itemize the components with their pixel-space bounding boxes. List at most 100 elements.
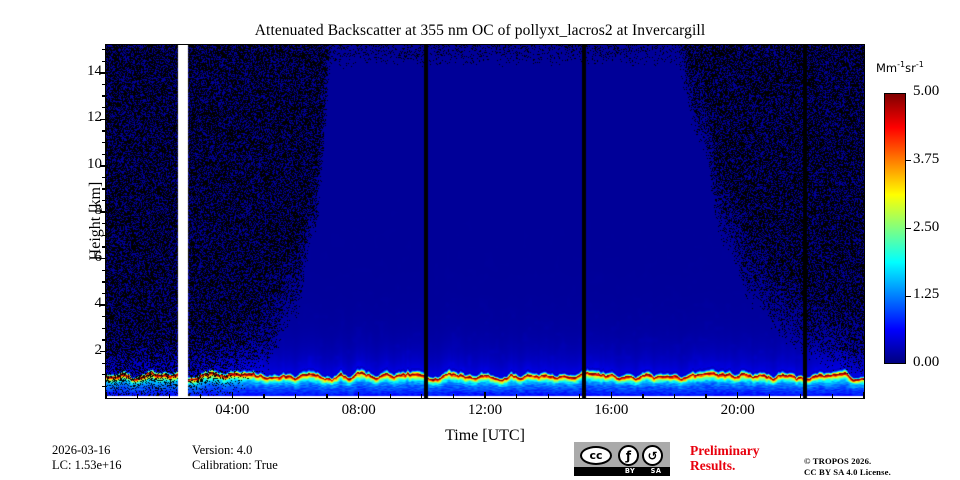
y-tick-minor bbox=[102, 246, 107, 248]
axis-spine-right bbox=[864, 45, 866, 398]
y-axis-label: Height [km] bbox=[87, 181, 104, 261]
x-tick-minor bbox=[452, 394, 455, 399]
cc-sub-sa-label: SA bbox=[642, 467, 670, 476]
x-tick-minor bbox=[389, 394, 391, 399]
x-tick-minor bbox=[642, 394, 644, 399]
footer-date: 2026-03-16 bbox=[52, 443, 111, 457]
copyright-line-1: © TROPOS 2026. bbox=[804, 456, 872, 466]
y-tick-label: 14 bbox=[87, 62, 102, 79]
y-tick-minor bbox=[102, 176, 107, 179]
y-tick-label: 6 bbox=[94, 248, 103, 265]
page-title: Attenuated Backscatter at 355 nm OC of p… bbox=[254, 22, 706, 39]
footer-lidar-const: LC: 1.53e+16 bbox=[52, 458, 122, 472]
y-tick-label: 10 bbox=[87, 155, 102, 172]
colorbar-tick-label: 3.75 bbox=[913, 150, 940, 167]
preliminary-line-1: Preliminary bbox=[690, 443, 760, 458]
cc-sub-by-label: BY bbox=[618, 467, 642, 476]
x-tick-label: 04:00 bbox=[215, 402, 250, 418]
cc-sa-icon: ↺ bbox=[642, 445, 663, 466]
x-tick-minor bbox=[200, 394, 202, 399]
y-tick-minor bbox=[102, 141, 107, 144]
y-tick-major bbox=[100, 257, 107, 260]
x-tick-minor bbox=[705, 394, 707, 399]
y-tick-major bbox=[100, 350, 107, 353]
colorbar-gradient bbox=[884, 93, 906, 364]
x-tick-minor bbox=[768, 394, 770, 399]
y-tick-minor bbox=[102, 234, 107, 237]
x-tick-minor bbox=[326, 394, 328, 399]
footer-version: Version: 4.0 bbox=[192, 443, 253, 457]
y-tick-minor bbox=[102, 281, 107, 283]
x-tick-major bbox=[610, 392, 613, 399]
colorbar-tick bbox=[906, 227, 911, 230]
y-tick-minor bbox=[102, 385, 107, 388]
y-tick-minor bbox=[102, 107, 107, 109]
x-tick-label: 20:00 bbox=[720, 402, 755, 418]
axis-spine-left bbox=[105, 45, 107, 398]
x-tick-minor bbox=[421, 394, 423, 399]
x-tick-major bbox=[484, 392, 486, 399]
y-tick-label: 8 bbox=[94, 202, 103, 219]
x-tick-minor bbox=[168, 394, 170, 399]
colorbar-unit-label: Mm-1sr-1 bbox=[876, 60, 924, 75]
y-tick-minor bbox=[102, 362, 107, 364]
y-tick-label: 12 bbox=[87, 109, 102, 126]
colorbar-tick-label: 1.25 bbox=[913, 286, 940, 303]
x-tick-label: 16:00 bbox=[594, 402, 629, 418]
x-tick-minor bbox=[800, 394, 802, 399]
x-tick-major bbox=[736, 392, 739, 399]
plot-axes: 2 4 6 8 10 12 14 04:00 08:00 12:00 16:00 20:00 Hei… bbox=[87, 44, 866, 444]
colorbar-tick bbox=[906, 295, 911, 297]
y-tick-minor bbox=[102, 95, 107, 97]
copyright-line-2: CC BY SA 4.0 License. bbox=[804, 466, 891, 477]
cc-logo-icon: cc bbox=[580, 446, 612, 465]
cc-badge-icons: cc ƒ ↺ bbox=[574, 442, 670, 467]
x-tick-minor bbox=[673, 394, 676, 399]
x-tick-label: 12:00 bbox=[467, 402, 503, 418]
y-tick-major bbox=[100, 118, 107, 121]
x-tick-minor bbox=[831, 394, 834, 399]
y-tick-major bbox=[100, 304, 107, 306]
x-tick-label: 08:00 bbox=[341, 402, 376, 418]
backscatter-heatmap bbox=[106, 45, 864, 398]
colorbar: 0.00 1.25 2.50 3.75 5.00 bbox=[884, 83, 939, 370]
x-tick-major bbox=[357, 392, 360, 399]
cc-by-icon: ƒ bbox=[618, 445, 639, 466]
y-tick-major bbox=[100, 211, 107, 213]
x-tick-minor bbox=[547, 394, 549, 399]
y-tick-minor bbox=[102, 83, 107, 86]
y-tick-minor bbox=[102, 269, 107, 271]
x-tick-major bbox=[231, 392, 234, 399]
x-axis-label: Time [UTC] bbox=[445, 427, 525, 444]
preliminary-line-2: Results. bbox=[690, 458, 736, 473]
colorbar-tick-label: 2.50 bbox=[913, 218, 940, 235]
y-tick-minor bbox=[102, 199, 107, 202]
creative-commons-badge: cc ƒ ↺ BY SA bbox=[574, 442, 670, 476]
y-tick-minor bbox=[102, 327, 107, 329]
y-tick-minor bbox=[102, 130, 107, 132]
cc-sub-blank bbox=[574, 467, 618, 476]
y-tick-major bbox=[100, 72, 107, 74]
footer-calibration: Calibration: True bbox=[192, 458, 278, 472]
y-tick-major bbox=[100, 164, 107, 167]
x-tick-minor bbox=[263, 394, 265, 399]
y-tick-label: 4 bbox=[94, 295, 103, 312]
y-tick-minor bbox=[102, 374, 107, 376]
y-tick-minor bbox=[102, 48, 107, 51]
colorbar-tick bbox=[906, 160, 911, 162]
x-tick-minor bbox=[579, 394, 581, 399]
colorbar-tick-label: 0.00 bbox=[913, 354, 940, 370]
axis-spine-top bbox=[105, 44, 865, 46]
x-tick-minor bbox=[136, 394, 139, 399]
preliminary-results-notice: Preliminary Results. bbox=[690, 443, 759, 473]
x-tick-minor bbox=[515, 394, 518, 399]
y-tick-minor bbox=[102, 153, 107, 155]
y-tick-minor bbox=[102, 339, 107, 341]
x-tick-major bbox=[105, 392, 107, 399]
y-tick-minor bbox=[102, 292, 107, 295]
x-tick-major bbox=[863, 392, 865, 399]
y-tick-minor bbox=[102, 188, 107, 190]
y-tick-minor bbox=[102, 316, 107, 318]
y-tick-label: 2 bbox=[94, 341, 103, 358]
